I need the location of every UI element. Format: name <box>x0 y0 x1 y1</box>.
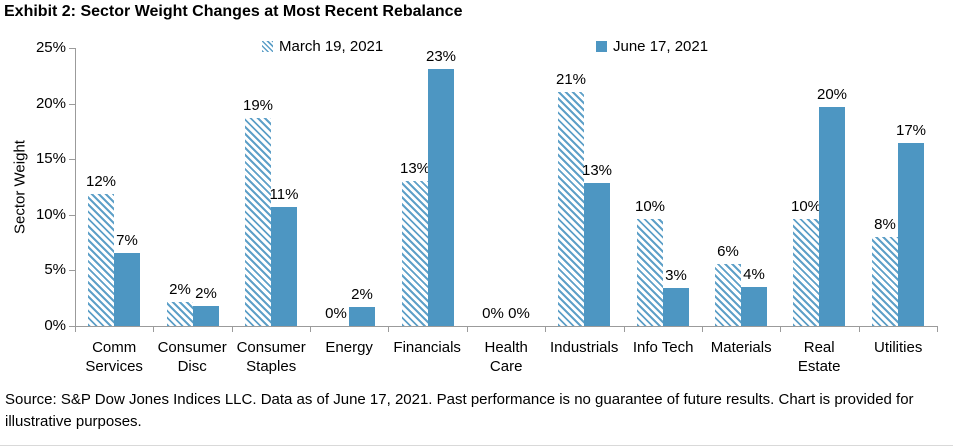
bar-june-17-2021-materials <box>741 287 767 326</box>
bar-value-label-june-17-2021-industrials: 13% <box>581 162 613 179</box>
bar-june-17-2021-comm-services <box>114 253 140 326</box>
bar-value-label-march-19-2021-info-tech: 10% <box>634 198 666 215</box>
bar-value-label-march-19-2021-materials: 6% <box>717 243 739 260</box>
y-tick <box>69 48 75 49</box>
bar-value-label-june-17-2021-real-estate: 20% <box>816 86 848 103</box>
bar-june-17-2021-consumer-disc <box>193 306 219 326</box>
x-tick <box>702 327 703 332</box>
y-tick <box>69 159 75 160</box>
x-axis-label-financials: Financials <box>393 339 461 356</box>
bar-march-19-2021-consumer-disc <box>167 302 193 326</box>
x-tick <box>545 327 546 332</box>
legend-label-march: March 19, 2021 <box>279 37 384 55</box>
x-axis-label-comm-services: Comm Services <box>85 339 143 375</box>
bar-value-label-june-17-2021-comm-services: 7% <box>116 232 138 249</box>
x-axis-label-health-care: Health Care <box>484 339 528 375</box>
bar-march-19-2021-materials <box>715 264 741 326</box>
x-axis-label-info-tech: Info Tech <box>632 339 694 356</box>
bar-value-label-june-17-2021-consumer-staples: 11% <box>269 186 299 203</box>
bar-june-17-2021-consumer-staples <box>271 207 297 326</box>
y-axis-line <box>75 48 76 326</box>
y-tick-label: 10% <box>35 206 66 223</box>
x-axis-label-real-estate: Real Estate <box>797 339 841 375</box>
bar-value-label-june-17-2021-energy: 2% <box>351 286 373 303</box>
x-axis-label-energy: Energy <box>325 339 373 356</box>
bar-june-17-2021-real-estate <box>819 107 845 326</box>
x-axis-label-utilities: Utilities <box>874 339 923 356</box>
bar-march-19-2021-financials <box>402 181 428 326</box>
x-axis-label-consumer-staples: Consumer Staples <box>236 339 306 375</box>
bottom-divider <box>0 445 953 446</box>
x-tick <box>780 327 781 332</box>
legend-item-march: March 19, 2021 <box>262 37 383 55</box>
x-tick <box>75 327 76 332</box>
bar-value-label-march-19-2021-utilities: 8% <box>874 216 896 233</box>
x-tick <box>624 327 625 332</box>
bar-june-17-2021-energy <box>349 307 375 326</box>
x-axis-label-consumer-disc: Consumer Disc <box>157 339 227 375</box>
bar-march-19-2021-consumer-staples <box>245 118 271 326</box>
bar-june-17-2021-industrials <box>584 183 610 326</box>
bar-june-17-2021-utilities <box>898 143 924 326</box>
bar-march-19-2021-real-estate <box>793 219 819 326</box>
bar-value-label-march-19-2021-energy: 0% <box>325 305 347 322</box>
x-tick <box>153 327 154 332</box>
hatched-swatch-icon <box>262 40 273 52</box>
legend-label-june: June 17, 2021 <box>613 37 709 55</box>
x-tick <box>859 327 860 332</box>
x-axis-line <box>75 326 938 327</box>
chart-title: Exhibit 2: Sector Weight Changes at Most… <box>4 3 463 20</box>
y-tick-label: 5% <box>44 261 66 278</box>
y-tick <box>69 104 75 105</box>
x-tick <box>388 327 389 332</box>
bar-march-19-2021-info-tech <box>637 219 663 326</box>
bar-march-19-2021-comm-services <box>88 194 114 326</box>
bar-value-label-june-17-2021-health-care: 0% <box>508 305 530 322</box>
y-tick-label: 20% <box>35 95 66 112</box>
y-tick-label: 0% <box>44 317 66 334</box>
legend-item-june: June 17, 2021 <box>596 37 708 55</box>
x-tick <box>937 327 938 332</box>
x-axis-label-industrials: Industrials <box>549 339 619 356</box>
bar-value-label-march-19-2021-real-estate: 10% <box>790 198 822 215</box>
bar-value-label-march-19-2021-financials: 13% <box>399 160 431 177</box>
y-tick-label: 25% <box>35 39 66 56</box>
bar-june-17-2021-info-tech <box>663 288 689 326</box>
bar-value-label-june-17-2021-materials: 4% <box>743 266 765 283</box>
bar-value-label-june-17-2021-utilities: 17% <box>895 122 927 139</box>
y-tick-label: 15% <box>35 150 66 167</box>
bar-value-label-june-17-2021-financials: 23% <box>425 48 457 65</box>
bar-value-label-march-19-2021-health-care: 0% <box>482 305 504 322</box>
bar-march-19-2021-utilities <box>872 237 898 326</box>
bar-value-label-march-19-2021-comm-services: 12% <box>85 173 117 190</box>
bar-march-19-2021-industrials <box>558 92 584 326</box>
bar-value-label-march-19-2021-industrials: 21% <box>555 71 587 88</box>
y-tick <box>69 270 75 271</box>
bar-june-17-2021-financials <box>428 69 454 326</box>
source-note: Source: S&P Dow Jones Indices LLC. Data … <box>5 391 914 430</box>
x-axis-label-materials: Materials <box>710 339 772 356</box>
y-tick <box>69 215 75 216</box>
y-tick <box>69 326 75 327</box>
bar-value-label-march-19-2021-consumer-disc: 2% <box>169 281 191 298</box>
x-tick <box>467 327 468 332</box>
bar-value-label-june-17-2021-consumer-disc: 2% <box>195 285 217 302</box>
x-tick <box>232 327 233 332</box>
x-tick <box>310 327 311 332</box>
bar-value-label-march-19-2021-consumer-staples: 19% <box>242 97 274 114</box>
chart-plot-area: 0% 5% 10% 15% 20% 25% 12% 7% Comm Services 2% 2% Co… <box>35 39 938 375</box>
bar-value-label-june-17-2021-info-tech: 3% <box>665 267 687 284</box>
solid-swatch-icon <box>596 40 607 52</box>
